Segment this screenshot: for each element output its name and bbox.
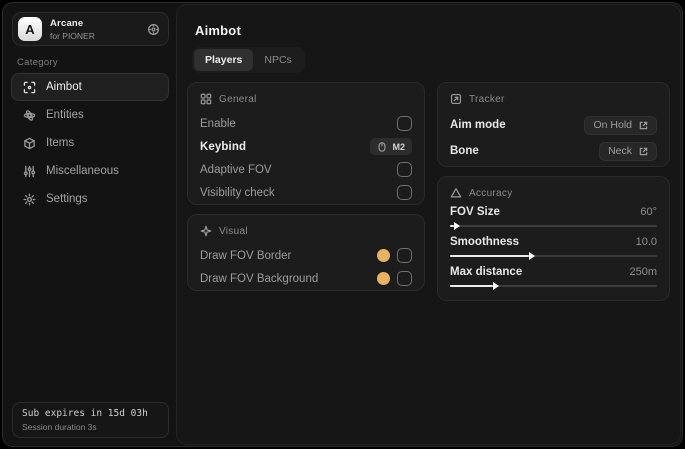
session-duration-text: Session duration 3s [22,422,97,432]
bone-value: Neck [608,145,632,157]
setting-row: Keybind M2 [200,135,412,158]
slider-label: Max distance [450,266,523,278]
sidebar-item-miscellaneous[interactable]: Miscellaneous [11,157,169,185]
panel-general: General Enable Keybind M2 Adaptive FOV V… [187,82,425,205]
settings-badge-icon[interactable] [147,23,160,36]
category-label: Category [17,57,58,68]
sidebar-item-label: Miscellaneous [46,165,119,177]
slider-thumb[interactable] [493,282,500,290]
fov-background-color-swatch[interactable] [377,272,390,285]
setting-label: Draw FOV Border [200,249,292,262]
setting-row: Visibility check [200,181,412,204]
adaptive-fov-checkbox[interactable] [397,162,412,177]
panel-visual: Visual Draw FOV Border Draw FOV Backgrou… [187,214,425,291]
tab-npcs[interactable]: NPCs [264,54,292,66]
setting-row: Bone Neck [450,138,657,164]
max-distance-slider-group: Max distance 250m [450,266,657,290]
tracker-icon [450,93,462,105]
panel-title: Accuracy [469,187,513,199]
sidebar-item-label: Aimbot [46,81,82,93]
setting-label: Aim mode [450,119,506,131]
sidebar-item-label: Items [46,137,75,149]
slider-value: 250m [629,266,657,278]
expand-icon [639,121,648,129]
smoothness-slider-group: Smoothness 10.0 [450,236,657,260]
brand-card: A Arcane for PIONER [12,12,169,46]
sidebar-item-items[interactable]: Items [11,129,169,157]
fov-border-color-swatch[interactable] [377,249,390,262]
panel-tracker: Tracker Aim mode On Hold Bone Neck [437,82,670,167]
setting-label: Adaptive FOV [200,163,272,176]
panel-title: General [219,93,257,105]
expand-icon [639,147,648,155]
draw-fov-border-checkbox[interactable] [397,248,412,263]
app-logo: A [18,17,42,41]
bone-dropdown[interactable]: Neck [599,141,657,161]
setting-label: Bone [450,145,479,157]
setting-row: Enable [200,112,412,135]
sidebar-item-label: Entities [46,109,84,121]
app-subtitle: for PIONER [50,30,95,41]
keybind-value: M2 [392,141,405,152]
mouse-icon [378,141,386,152]
sub-expiry-text: Sub expires in 15d 03h [22,408,148,419]
general-icon [200,93,212,105]
slider-label: Smoothness [450,236,520,248]
panel-title: Visual [219,225,248,237]
setting-label: Keybind [200,140,247,153]
slider-thumb[interactable] [454,222,461,230]
sidebar-item-settings[interactable]: Settings [11,185,169,213]
subscription-info: Sub expires in 15d 03h Session duration … [12,402,169,438]
crosshair-icon [23,81,36,93]
sidebar: A Arcane for PIONER Category Aimbot Enti… [3,3,176,446]
page-title: Aimbot [195,23,241,38]
setting-label: Enable [200,117,236,130]
setting-row: Aim mode On Hold [450,112,657,138]
setting-row: Draw FOV Border [200,244,412,267]
setting-label: Draw FOV Background [200,272,319,285]
setting-row: Adaptive FOV [200,158,412,181]
keybind-button[interactable]: M2 [370,138,412,155]
app-title: Arcane [50,17,84,29]
sidebar-item-aimbot[interactable]: Aimbot [11,73,169,101]
setting-row: Draw FOV Background [200,267,412,290]
setting-label: Visibility check [200,186,275,199]
visibility-check-checkbox[interactable] [397,185,412,200]
sidebar-item-label: Settings [46,193,88,205]
gear-icon [23,192,36,206]
tab-players[interactable]: Players [194,49,254,71]
aim-mode-dropdown[interactable]: On Hold [584,115,657,135]
slider-thumb[interactable] [528,252,535,260]
fov-size-slider[interactable] [450,222,657,230]
cube-icon [24,137,35,149]
visual-icon [200,225,212,237]
fov-size-slider-group: FOV Size 60° [450,206,657,230]
tab-bar: Players NPCs [192,47,305,73]
slider-label: FOV Size [450,206,500,218]
mixer-icon [23,165,36,177]
main-content: Aimbot Players NPCs General Enable Keybi… [176,4,681,445]
aim-mode-value: On Hold [593,119,632,131]
draw-fov-background-checkbox[interactable] [397,271,412,286]
sidebar-nav: Aimbot Entities Items Miscellaneous Sett… [11,73,169,213]
slider-value: 60° [640,206,657,218]
accuracy-icon [450,188,462,198]
max-distance-slider[interactable] [450,282,657,290]
panel-title: Tracker [469,93,505,105]
panel-accuracy: Accuracy FOV Size 60° Smoothness 10.0 [437,176,670,301]
sidebar-item-entities[interactable]: Entities [11,101,169,129]
entities-icon [23,109,36,121]
smoothness-slider[interactable] [450,252,657,260]
slider-value: 10.0 [635,236,657,248]
enable-checkbox[interactable] [397,116,412,131]
